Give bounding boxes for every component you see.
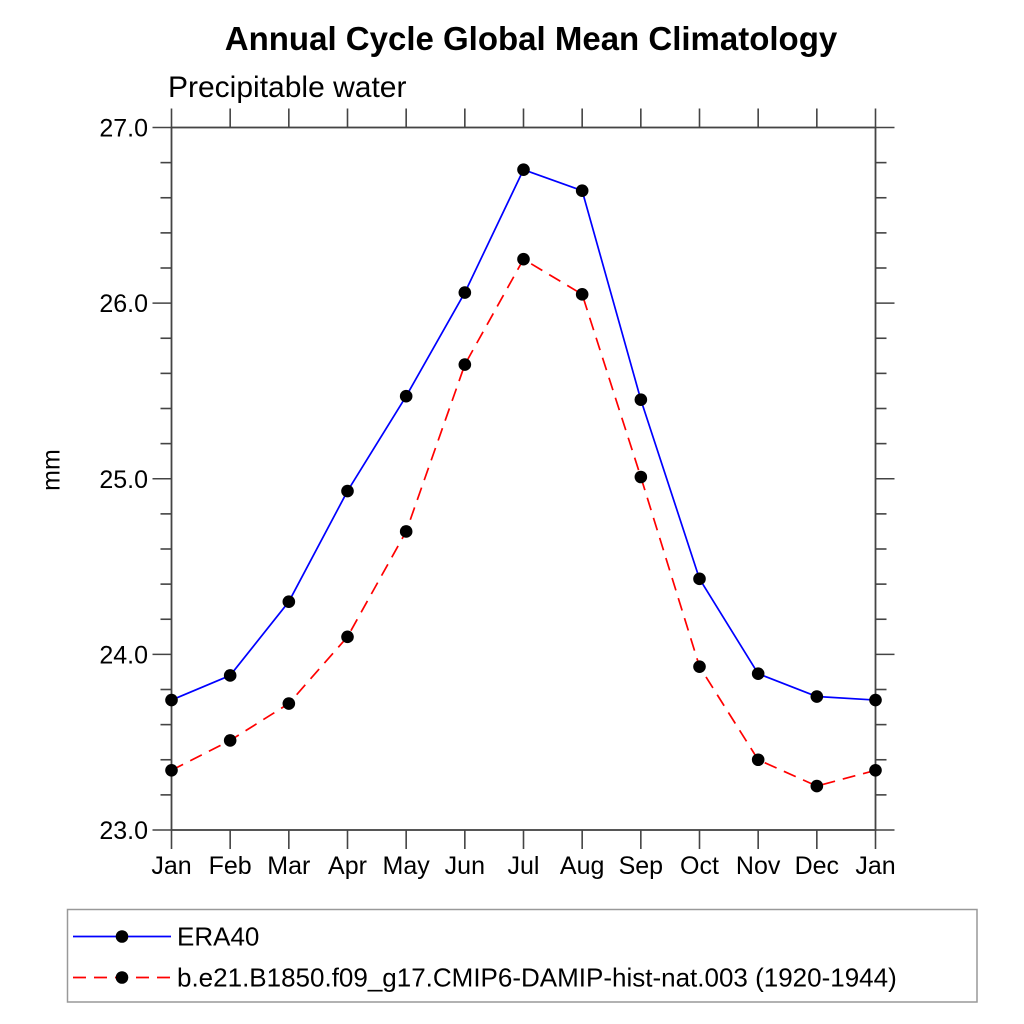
data-point [458,358,472,371]
y-axis-label-text: mm [37,449,66,491]
data-point [693,572,706,586]
data-point [165,763,178,777]
data-point [575,184,589,198]
data-point [810,690,824,703]
x-tick-label: Oct [680,852,719,880]
x-tick-label: Apr [328,852,367,880]
x-tick-label: May [383,852,431,880]
x-tick-label: Aug [560,852,604,880]
plot-frame [170,126,877,831]
x-tick-label: Dec [795,852,839,880]
x-tick-label: Jun [445,852,485,880]
axis-tick-labels: Jan Feb Mar Apr May Jun Jul Aug Sep Oct Nov Dec Jan2… [99,115,895,881]
y-tick-label: 25.0 [99,466,148,494]
legend-marker [115,930,129,943]
legend-box [66,908,978,1003]
data-point [165,693,178,707]
legend: ERA40 b.e21.B1850.f09_g17.CMIP6-DAMIP-his… [66,908,978,1003]
legend-label: ERA40 [177,922,259,952]
data-point [223,669,237,682]
series-model [165,252,882,793]
data-point [634,393,648,407]
data-point [399,525,413,538]
data-point [341,484,354,498]
y-tick-label: 27.0 [99,115,148,143]
data-point [751,667,765,680]
data-point [810,779,824,793]
data-point [693,660,706,673]
chart-subtitle: Precipitable water [168,71,407,104]
x-tick-label: Jan [151,852,191,880]
x-tick-label: Mar [267,852,310,880]
data-point [341,630,354,644]
data-point [458,286,472,299]
data-point [751,753,765,767]
data-point [282,595,296,608]
series-line [171,168,876,701]
data-point [869,693,882,707]
legend-marker [115,971,129,984]
axis-ticks [152,108,895,849]
y-tick-label: 23.0 [99,817,148,845]
x-tick-label: Sep [619,852,663,880]
legend-label: b.e21.B1850.f09_g17.CMIP6-DAMIP-hist-nat… [177,963,897,993]
data-point [575,288,589,301]
data-point [517,252,530,266]
data-point [634,470,648,484]
x-tick-label: Nov [736,852,781,880]
x-tick-label: Feb [209,852,252,880]
x-tick-label: Jan [855,852,895,880]
data-point [869,763,882,777]
y-tick-label: 24.0 [99,641,148,669]
data-point [223,734,237,747]
data-point [282,697,296,710]
data-point [399,389,413,403]
data-point [517,163,530,176]
series-era40 [165,163,882,707]
x-tick-label: Jul [508,852,540,880]
series-line [171,258,876,787]
chart-title: Annual Cycle Global Mean Climatology [224,20,838,57]
y-tick-label: 26.0 [99,290,148,318]
